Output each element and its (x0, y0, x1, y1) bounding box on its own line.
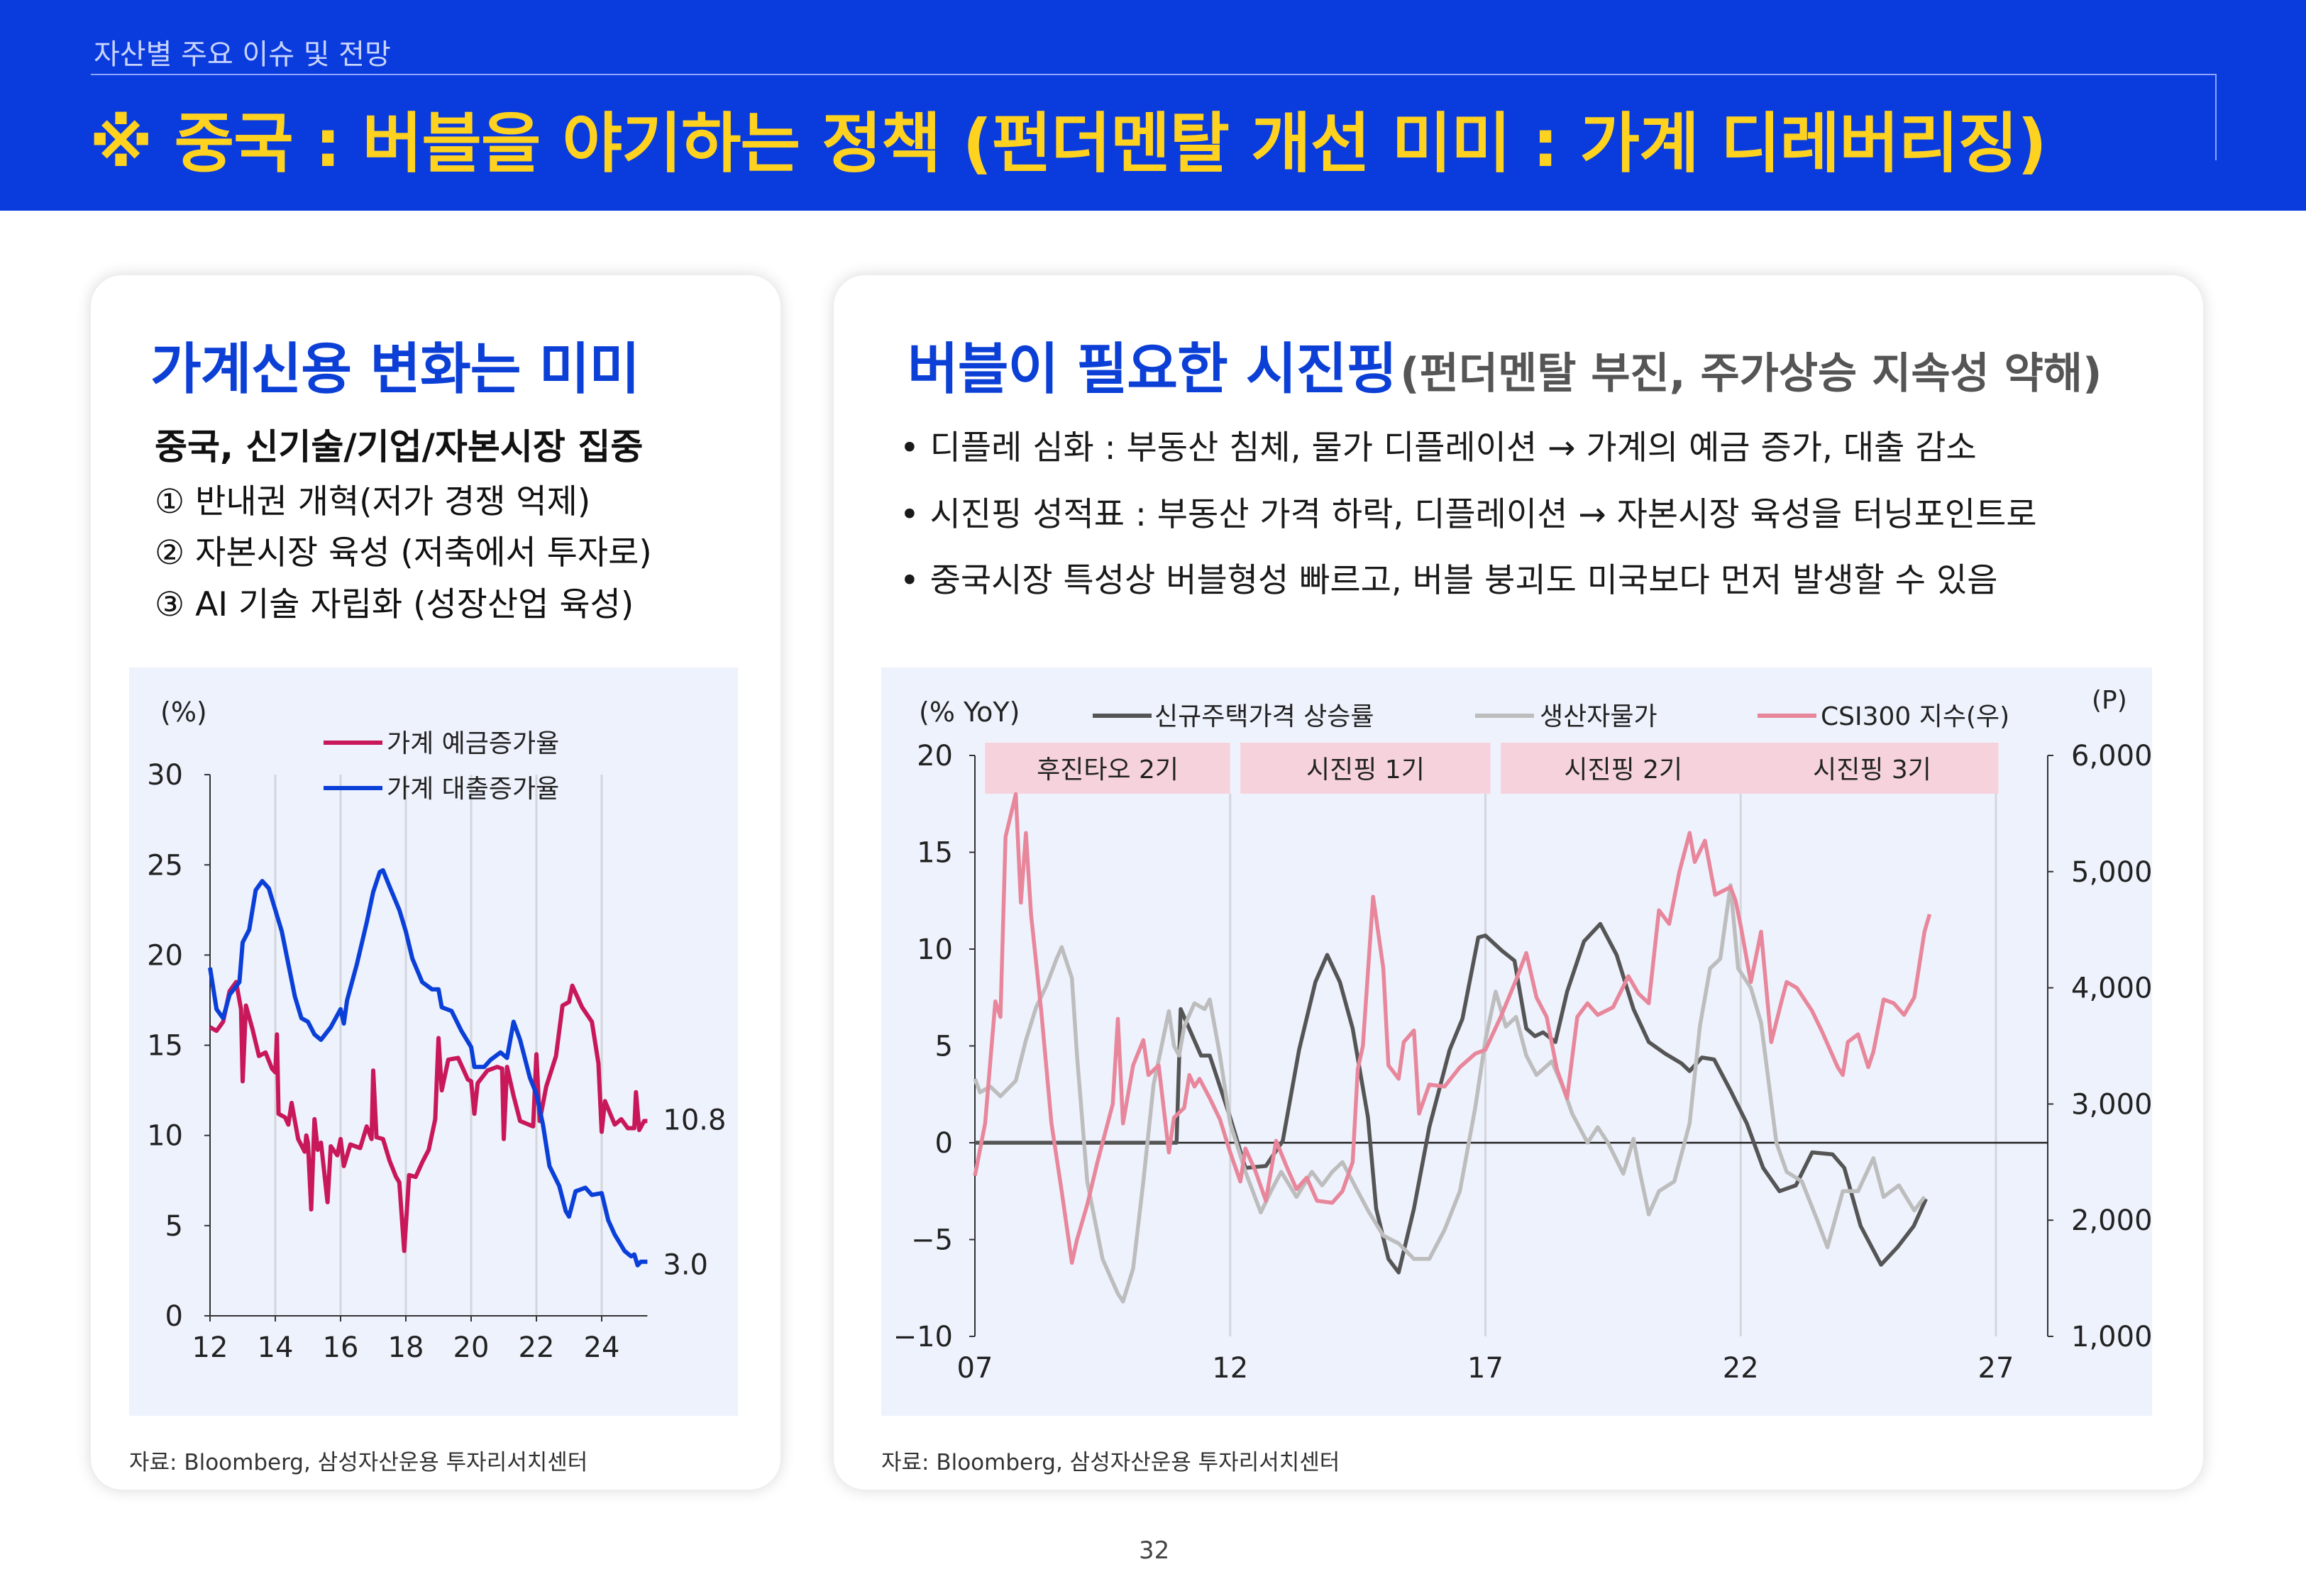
page-title: ※ 중국 : 버블을 야기하는 정책 (펀더멘탈 개선 미미 : 가계 디레버리… (89, 106, 2047, 182)
period-label: 시진핑 3기 (1813, 755, 1931, 785)
bullet-item: • 디플레 심화 : 부동산 침체, 물가 디플레이션 → 가계의 예금 증가,… (900, 428, 1977, 467)
y-tick-label: 15 (917, 837, 953, 870)
y2-tick-label: 4,000 (2071, 972, 2152, 1005)
y-axis-unit: (% YoY) (919, 697, 1020, 728)
bullet-item: • 시진핑 성적표 : 부동산 가격 하락, 디플레이션 → 자본시장 육성을 … (900, 495, 2037, 534)
y2-tick-label: 5,000 (2071, 856, 2152, 889)
china-cycle-chart-svg: 후진타오 2기 시진핑 1기 시진핑 2기 시진핑 3기 07 12 17 22 27 −10 −5… (893, 686, 2153, 1385)
left-card-subheading: 중국, 신기술/기업/자본시장 집중 (155, 426, 644, 467)
y-tick-label: 25 (147, 849, 183, 882)
y-tick-label: −5 (911, 1224, 953, 1257)
series-line-housing-price (975, 921, 1928, 1275)
policy-item: ③ AI 기술 자립화 (성장산업 육성) (155, 585, 634, 624)
x-tick-label: 24 (584, 1331, 620, 1364)
y-axis-unit: (%) (160, 697, 207, 728)
x-tick-label: 16 (323, 1331, 359, 1364)
right-card-heading: 버블이 필요한 시진핑 (907, 338, 1397, 401)
y-tick-label: 10 (917, 933, 953, 966)
y2-tick-label: 2,000 (2071, 1204, 2152, 1237)
period-box (985, 743, 1230, 794)
x-tick-label: 14 (258, 1331, 294, 1364)
legend-label: CSI300 지수(우) (1821, 702, 2009, 731)
header-divider (91, 74, 2215, 75)
y-tick-label: 0 (935, 1127, 953, 1160)
section-label: 자산별 주요 이슈 및 전망 (94, 38, 391, 71)
x-tick-label: 18 (388, 1331, 424, 1364)
page-number: 32 (1139, 1536, 1170, 1565)
policy-item: ② 자본시장 육성 (저축에서 투자로) (155, 533, 652, 572)
end-value-label: 3.0 (663, 1249, 708, 1282)
legend-label: 가계 대출증가율 (387, 775, 559, 804)
y-tick-label: 15 (147, 1030, 183, 1063)
y2-axis-unit: (P) (2092, 686, 2127, 715)
y2-tick-label: 3,000 (2071, 1088, 2152, 1121)
y-tick-label: 20 (917, 740, 953, 772)
x-tick-label: 27 (1978, 1352, 2014, 1385)
y-tick-label: 30 (147, 759, 183, 792)
period-label: 시진핑 2기 (1564, 755, 1682, 785)
y-tick-label: −10 (893, 1321, 953, 1353)
y-tick-label: 10 (147, 1120, 183, 1153)
y-tick-label: 20 (147, 939, 183, 972)
household-credit-chart: 12 14 16 18 20 22 24 0 5 10 15 20 25 30 (%) 가계 예금증가율 10.… (129, 667, 738, 1416)
y2-tick-label: 6,000 (2071, 740, 2152, 772)
x-tick-label: 07 (957, 1352, 993, 1385)
legend-label: 신규주택가격 상승률 (1154, 702, 1374, 731)
series-line-loan (208, 868, 648, 1268)
household-credit-chart-svg: 12 14 16 18 20 22 24 0 5 10 15 20 25 30 (%) 가계 예금증가율 10.… (147, 697, 726, 1364)
series-line-csi300 (973, 792, 1932, 1265)
x-tick-label: 22 (1723, 1352, 1759, 1385)
x-tick-label: 12 (1212, 1352, 1248, 1385)
period-label: 후진타오 2기 (1037, 755, 1179, 785)
right-source-note: 자료: Bloomberg, 삼성자산운용 투자리서치센터 (881, 1450, 1340, 1475)
x-tick-label: 12 (192, 1331, 228, 1364)
legend-label: 가계 예금증가율 (387, 729, 559, 758)
end-value-label: 10.8 (663, 1104, 726, 1136)
legend-label: 생산자물가 (1540, 702, 1657, 731)
x-tick-label: 22 (519, 1331, 555, 1364)
header-bar: 자산별 주요 이슈 및 전망 ※ 중국 : 버블을 야기하는 정책 (펀더멘탈 … (0, 0, 2306, 211)
china-cycle-chart: 후진타오 2기 시진핑 1기 시진핑 2기 시진핑 3기 07 12 17 22 27 −10 −5… (881, 667, 2153, 1416)
right-card-heading-row: 버블이 필요한 시진핑 (펀더멘탈 부진, 주가상승 지속성 약해) (907, 325, 2102, 404)
series-line-deposit (209, 980, 648, 1253)
period-box (1240, 743, 1491, 794)
x-tick-label: 17 (1467, 1352, 1504, 1385)
x-tick-label: 20 (453, 1331, 490, 1364)
period-box (1501, 743, 1999, 794)
y-tick-label: 5 (165, 1210, 183, 1243)
left-card-heading: 가계신용 변화는 미미 (150, 338, 640, 401)
right-card-heading-note: (펀더멘탈 부진, 주가상승 지속성 약해) (1400, 349, 2102, 399)
policy-item: ① 반내권 개혁(저가 경쟁 억제) (155, 482, 591, 521)
y2-tick-label: 1,000 (2071, 1321, 2152, 1353)
period-label: 시진핑 1기 (1306, 755, 1425, 785)
series-line-ppi (973, 883, 1926, 1304)
y-tick-label: 0 (165, 1300, 183, 1333)
y-tick-label: 5 (935, 1031, 953, 1063)
bullet-item: • 중국시장 특성상 버블형성 빠르고, 버블 붕괴도 미국보다 먼저 발생할 … (900, 561, 1998, 600)
left-source-note: 자료: Bloomberg, 삼성자산운용 투자리서치센터 (129, 1450, 588, 1475)
header-divider-vertical (2215, 74, 2217, 160)
